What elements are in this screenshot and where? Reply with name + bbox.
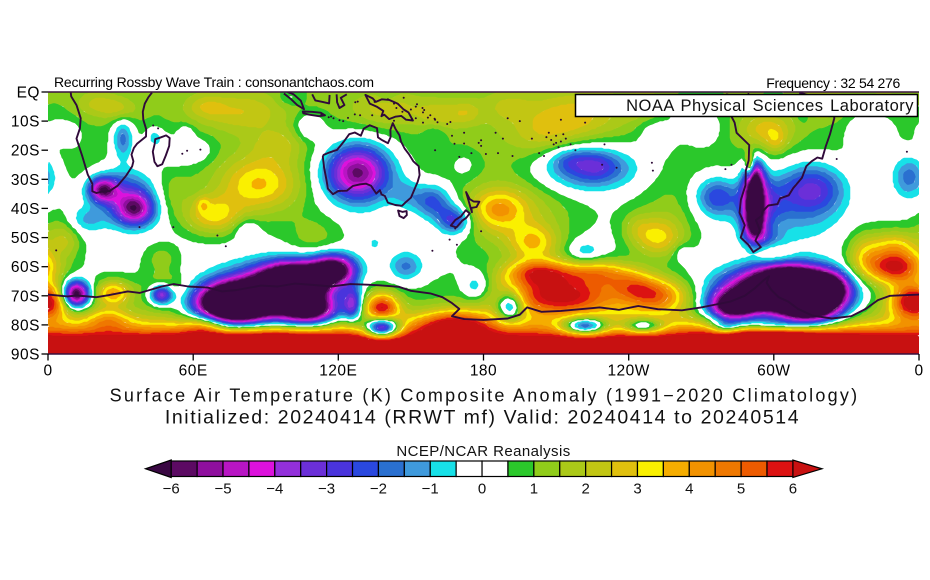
svg-text:−6: −6: [163, 481, 180, 498]
svg-text:3: 3: [633, 481, 641, 498]
svg-text:NCEP/NCAR Reanalysis: NCEP/NCAR Reanalysis: [396, 443, 570, 460]
svg-text:Initialized: 20240414 (RRWT mf: Initialized: 20240414 (RRWT mf) Valid: 2…: [165, 407, 800, 429]
svg-text:NOAA Physical Sciences Laborat: NOAA Physical Sciences Laboratory: [626, 97, 914, 115]
svg-text:Surface Air Temperature (K) Co: Surface Air Temperature (K) Composite An…: [110, 386, 860, 406]
svg-text:30S: 30S: [11, 172, 40, 189]
svg-text:180: 180: [470, 363, 497, 380]
svg-text:0: 0: [43, 363, 52, 380]
svg-text:−1: −1: [422, 481, 439, 498]
svg-text:60S: 60S: [11, 259, 40, 276]
svg-text:−3: −3: [318, 481, 335, 498]
svg-text:−2: −2: [370, 481, 387, 498]
svg-text:70S: 70S: [11, 288, 40, 305]
svg-text:0: 0: [914, 363, 923, 380]
svg-text:1: 1: [530, 481, 538, 498]
svg-text:50S: 50S: [11, 230, 40, 247]
svg-text:EQ: EQ: [17, 85, 40, 102]
svg-text:2: 2: [582, 481, 590, 498]
svg-text:6: 6: [789, 481, 797, 498]
svg-text:−4: −4: [266, 481, 283, 498]
svg-text:5: 5: [737, 481, 745, 498]
svg-text:0: 0: [478, 481, 486, 498]
svg-text:Frequency : 32 54 276: Frequency : 32 54 276: [766, 75, 900, 91]
svg-text:20S: 20S: [11, 143, 40, 160]
svg-text:90S: 90S: [11, 347, 40, 364]
svg-text:40S: 40S: [11, 201, 40, 218]
svg-text:60E: 60E: [179, 363, 208, 380]
svg-text:120E: 120E: [319, 363, 357, 380]
svg-text:4: 4: [685, 481, 693, 498]
svg-text:10S: 10S: [11, 114, 40, 131]
svg-text:60W: 60W: [757, 363, 790, 380]
svg-text:Recurring Rossby Wave Train :: Recurring Rossby Wave Train : consonantc…: [54, 74, 374, 90]
svg-text:−5: −5: [214, 481, 231, 498]
svg-text:120W: 120W: [607, 363, 650, 380]
svg-text:80S: 80S: [11, 317, 40, 334]
